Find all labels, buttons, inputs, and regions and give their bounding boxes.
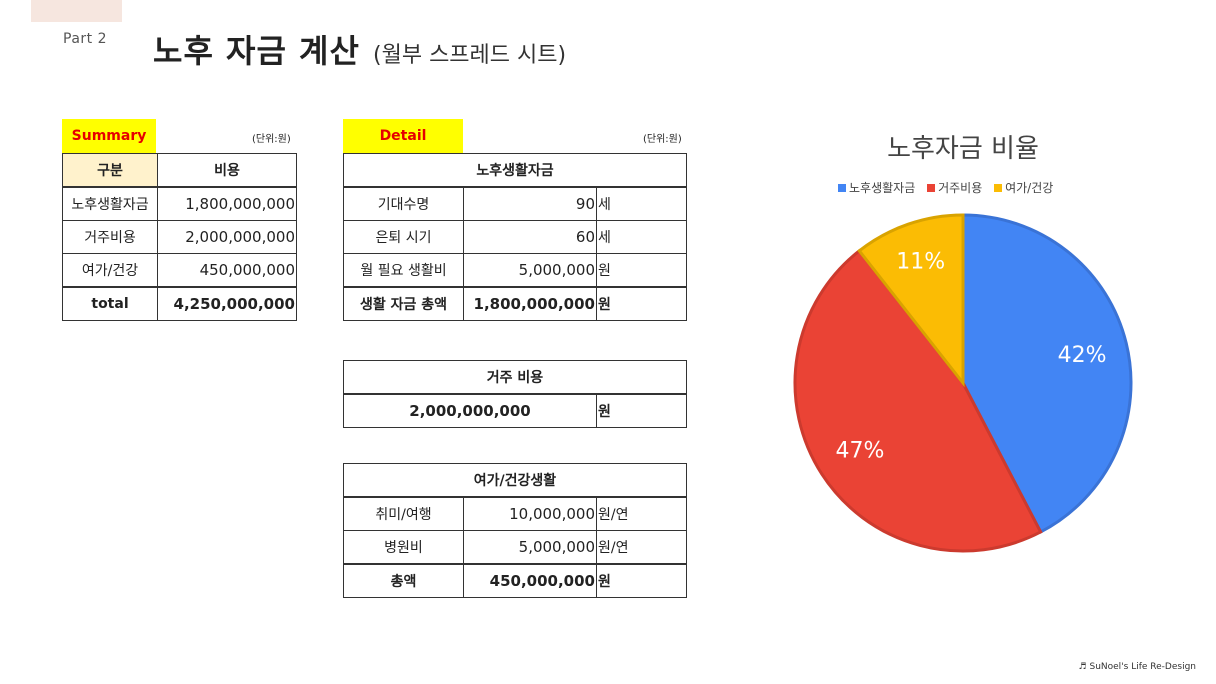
leisure-row-label[interactable]: 취미/여행 xyxy=(343,496,464,531)
table-row: 거주비용 2,000,000,000 xyxy=(62,220,297,254)
page-title: 노후 자금 계산 (월부 스프레드 시트) xyxy=(153,26,566,72)
detail-unit-note: (단위:원) xyxy=(643,134,682,145)
leisure-header-row: 여가/건강생활 xyxy=(343,463,687,498)
legend-label: 거주비용 xyxy=(938,181,983,195)
summary-row-label[interactable]: 노후생활자금 xyxy=(62,186,158,221)
pie-slice xyxy=(793,248,1043,553)
table-row: 은퇴 시기 60 세 xyxy=(343,220,687,254)
summary-table: 구분 비용 노후생활자금 1,800,000,000 거주비용 2,000,00… xyxy=(62,153,297,321)
pie-chart: 42% 47% 11% xyxy=(793,213,1133,553)
legend-swatch xyxy=(994,184,1003,192)
housing-table: 거주 비용 2,000,000,000 원 xyxy=(343,360,687,428)
leisure-row-value[interactable]: 10,000,000 xyxy=(463,496,597,531)
summary-row-label[interactable]: 여가/건강 xyxy=(62,253,158,288)
table-row: 월 필요 생활비 5,000,000 원 xyxy=(343,253,687,288)
living-row-label[interactable]: 월 필요 생활비 xyxy=(343,253,464,288)
legend-label: 여가/건강 xyxy=(1005,181,1054,195)
summary-total-label[interactable]: total xyxy=(62,286,158,321)
table-row: 노후생활자금 1,800,000,000 xyxy=(62,186,297,221)
table-row: 여가/건강 450,000,000 xyxy=(62,253,297,288)
pie-slice-label: 47% xyxy=(835,438,884,463)
leisure-total-label[interactable]: 총액 xyxy=(343,563,464,598)
legend-item: 여가/건강 xyxy=(994,179,1053,196)
living-expense-table: 노후생활자금 기대수명 90 세 은퇴 시기 60 세 월 필요 생활비 5,0… xyxy=(343,153,687,321)
legend-item: 거주비용 xyxy=(927,179,982,196)
living-header-row: 노후생활자금 xyxy=(343,153,687,188)
pie-slice xyxy=(857,213,965,388)
summary-col-category: 구분 xyxy=(62,153,158,188)
leisure-row-unit[interactable]: 원/연 xyxy=(596,530,687,565)
accent-block xyxy=(31,0,122,22)
living-row-label[interactable]: 기대수명 xyxy=(343,186,464,221)
summary-header-row: 구분 비용 xyxy=(62,153,297,188)
summary-col-cost: 비용 xyxy=(157,153,297,188)
leisure-total-value[interactable]: 450,000,000 xyxy=(463,563,597,598)
living-total-value[interactable]: 1,800,000,000 xyxy=(463,286,597,321)
table-row: 취미/여행 10,000,000 원/연 xyxy=(343,496,687,531)
table-row: 2,000,000,000 원 xyxy=(343,393,687,428)
legend-label: 노후생활자금 xyxy=(849,181,916,195)
summary-unit-note: (단위:원) xyxy=(252,134,291,145)
table-row: 기대수명 90 세 xyxy=(343,186,687,221)
legend-item: 노후생활자금 xyxy=(838,179,915,196)
part-label: Part 2 xyxy=(63,31,107,47)
chart-title: 노후자금 비율 xyxy=(887,134,1039,164)
summary-tag: Summary xyxy=(62,119,156,153)
pie-slice xyxy=(961,213,1133,535)
leisure-total-unit[interactable]: 원 xyxy=(596,563,687,598)
housing-header-row: 거주 비용 xyxy=(343,360,687,395)
detail-tag: Detail xyxy=(343,119,463,153)
housing-unit[interactable]: 원 xyxy=(596,393,687,428)
chart-legend: 노후생활자금 거주비용 여가/건강 xyxy=(838,179,1061,196)
summary-total-row: total 4,250,000,000 xyxy=(62,286,297,321)
housing-header: 거주 비용 xyxy=(343,360,687,395)
living-row-value[interactable]: 60 xyxy=(463,220,597,254)
living-total-label[interactable]: 생활 자금 총액 xyxy=(343,286,464,321)
leisure-row-unit[interactable]: 원/연 xyxy=(596,496,687,531)
summary-row-value[interactable]: 1,800,000,000 xyxy=(157,186,297,221)
living-row-value[interactable]: 90 xyxy=(463,186,597,221)
page-title-subtitle: (월부 스프레드 시트) xyxy=(373,43,567,68)
pie-slice-label: 11% xyxy=(896,250,945,275)
living-row-unit[interactable]: 세 xyxy=(596,186,687,221)
leisure-row-label[interactable]: 병원비 xyxy=(343,530,464,565)
page-title-main: 노후 자금 계산 xyxy=(153,32,360,70)
living-header: 노후생활자금 xyxy=(343,153,687,188)
housing-value[interactable]: 2,000,000,000 xyxy=(343,393,597,428)
living-row-label[interactable]: 은퇴 시기 xyxy=(343,220,464,254)
living-total-unit[interactable]: 원 xyxy=(596,286,687,321)
credit-text: ♬ SuNoel's Life Re-Design xyxy=(1078,662,1196,672)
living-row-unit[interactable]: 원 xyxy=(596,253,687,288)
living-total-row: 생활 자금 총액 1,800,000,000 원 xyxy=(343,286,687,321)
leisure-row-value[interactable]: 5,000,000 xyxy=(463,530,597,565)
legend-swatch xyxy=(927,184,936,192)
leisure-total-row: 총액 450,000,000 원 xyxy=(343,563,687,598)
living-row-unit[interactable]: 세 xyxy=(596,220,687,254)
summary-row-label[interactable]: 거주비용 xyxy=(62,220,158,254)
pie-slice-label: 42% xyxy=(1058,343,1107,368)
living-row-value[interactable]: 5,000,000 xyxy=(463,253,597,288)
summary-row-value[interactable]: 450,000,000 xyxy=(157,253,297,288)
legend-swatch xyxy=(838,184,846,192)
leisure-table: 여가/건강생활 취미/여행 10,000,000 원/연 병원비 5,000,0… xyxy=(343,463,687,598)
leisure-header: 여가/건강생활 xyxy=(343,463,687,498)
table-row: 병원비 5,000,000 원/연 xyxy=(343,530,687,565)
summary-row-value[interactable]: 2,000,000,000 xyxy=(157,220,297,254)
summary-total-value[interactable]: 4,250,000,000 xyxy=(157,286,297,321)
